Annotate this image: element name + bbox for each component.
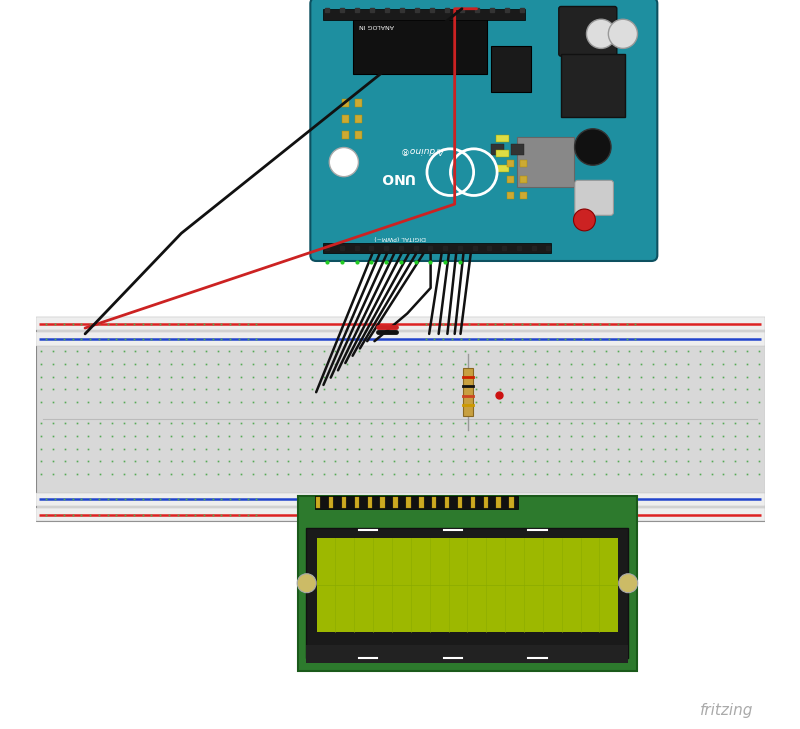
Bar — [507, 192, 514, 199]
FancyBboxPatch shape — [558, 7, 617, 56]
Bar — [317, 538, 618, 632]
Bar — [470, 497, 475, 507]
Bar — [561, 54, 625, 117]
Bar — [368, 497, 372, 507]
Bar — [507, 160, 514, 167]
Bar — [463, 368, 473, 416]
Bar — [306, 528, 629, 658]
Bar — [495, 149, 509, 157]
Bar — [298, 496, 637, 671]
Bar — [520, 160, 527, 167]
FancyBboxPatch shape — [575, 180, 614, 215]
Text: UNO: UNO — [379, 170, 414, 184]
Bar — [35, 317, 765, 330]
Bar — [354, 497, 359, 507]
Bar — [342, 99, 349, 106]
Bar — [342, 497, 346, 507]
Text: Arduino®: Arduino® — [402, 145, 446, 154]
Circle shape — [608, 19, 638, 48]
Circle shape — [586, 19, 616, 48]
Bar — [432, 497, 436, 507]
Circle shape — [330, 147, 358, 176]
Bar — [381, 497, 385, 507]
Bar — [510, 144, 524, 155]
Bar — [497, 497, 501, 507]
Bar — [35, 508, 765, 521]
Bar — [342, 131, 349, 139]
Bar — [518, 137, 574, 187]
Bar — [458, 497, 462, 507]
Bar — [342, 115, 349, 122]
Bar — [355, 131, 362, 139]
Bar — [394, 497, 398, 507]
Bar — [35, 493, 765, 506]
Bar — [306, 645, 629, 663]
Bar — [353, 19, 486, 74]
Bar — [323, 9, 525, 20]
Bar — [490, 47, 530, 92]
Bar — [323, 243, 551, 253]
Bar — [495, 135, 509, 142]
Bar — [35, 317, 765, 521]
Bar — [520, 192, 527, 199]
Bar — [495, 165, 509, 172]
Bar — [520, 176, 527, 183]
Bar — [507, 176, 514, 183]
Circle shape — [298, 574, 316, 593]
Bar — [419, 497, 423, 507]
FancyBboxPatch shape — [310, 0, 658, 261]
Bar — [315, 496, 518, 509]
Text: ANALOG IN: ANALOG IN — [359, 23, 394, 28]
Circle shape — [618, 574, 638, 593]
Bar — [406, 497, 410, 507]
Bar — [490, 144, 504, 155]
Bar — [316, 497, 321, 507]
Bar — [445, 497, 450, 507]
Text: DIGITAL (PWM~): DIGITAL (PWM~) — [374, 235, 426, 240]
Bar — [35, 332, 765, 346]
Bar — [329, 497, 334, 507]
Text: fritzing: fritzing — [700, 703, 754, 719]
Circle shape — [574, 209, 595, 231]
Bar — [483, 497, 488, 507]
Bar — [510, 497, 514, 507]
Bar — [355, 115, 362, 122]
Circle shape — [574, 129, 611, 165]
Bar — [355, 99, 362, 106]
